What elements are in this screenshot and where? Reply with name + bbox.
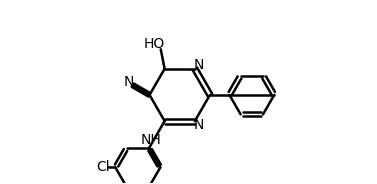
Text: N: N: [193, 58, 204, 72]
Text: N: N: [193, 118, 204, 132]
Text: Cl: Cl: [96, 160, 110, 174]
Text: NH: NH: [141, 133, 161, 147]
Text: HO: HO: [143, 37, 164, 51]
Text: N: N: [123, 75, 133, 89]
